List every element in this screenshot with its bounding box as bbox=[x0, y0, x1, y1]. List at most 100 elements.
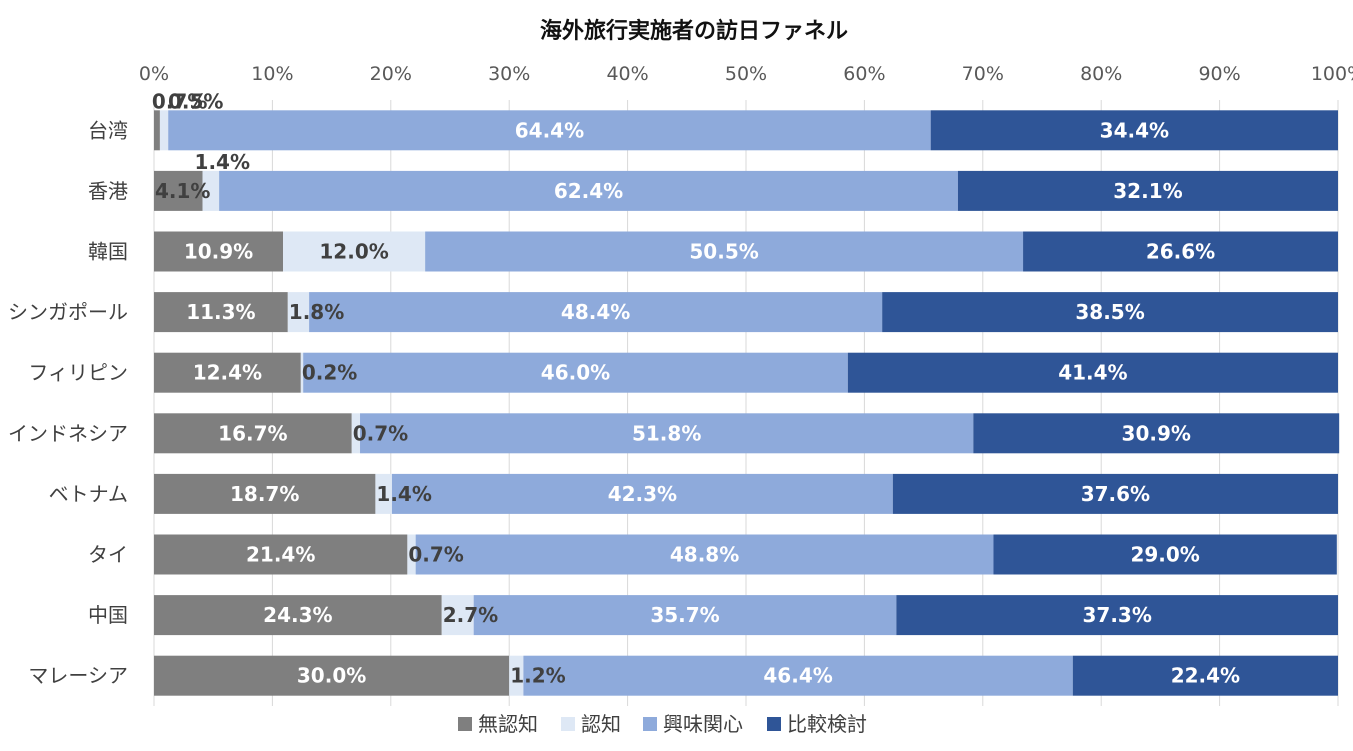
legend-label: 比較検討 bbox=[787, 712, 867, 736]
data-label: 12.0% bbox=[319, 240, 388, 264]
data-label: 0.7% bbox=[152, 89, 207, 113]
bar-segment bbox=[159, 110, 169, 151]
bar-segment bbox=[154, 110, 160, 151]
category-label: 香港 bbox=[88, 179, 128, 203]
bar-segment bbox=[973, 413, 1340, 454]
bar-segment bbox=[523, 655, 1073, 696]
bar-segment bbox=[154, 473, 376, 514]
bar-segment bbox=[154, 352, 301, 393]
bar-segment bbox=[407, 534, 416, 575]
data-label: 30.9% bbox=[1122, 421, 1191, 445]
bar-segment bbox=[351, 413, 361, 454]
x-tick-label: 40% bbox=[606, 63, 648, 85]
category-label: 台湾 bbox=[88, 118, 128, 142]
data-label: 11.3% bbox=[186, 300, 255, 324]
bar-segment bbox=[202, 170, 220, 211]
data-label: 46.4% bbox=[763, 664, 832, 688]
legend: 無認知 認知 興味関心 比較検討 bbox=[458, 712, 867, 736]
bar-segment bbox=[441, 595, 474, 636]
bar-segment bbox=[1023, 231, 1338, 272]
x-tick-label: 100% bbox=[1311, 63, 1353, 85]
bar-segment bbox=[154, 231, 284, 272]
bar-segment bbox=[154, 534, 408, 575]
data-label: 64.4% bbox=[515, 118, 584, 142]
legend-label: 無認知 bbox=[478, 712, 538, 736]
bar-segment bbox=[415, 534, 994, 575]
category-label: インドネシア bbox=[8, 421, 128, 445]
data-label: 50.5% bbox=[689, 240, 758, 264]
data-label: 48.4% bbox=[561, 300, 630, 324]
data-label: 24.3% bbox=[263, 603, 332, 627]
data-label: 1.8% bbox=[289, 300, 344, 324]
bar-segment bbox=[154, 655, 510, 696]
data-label: 0.7% bbox=[353, 421, 408, 445]
bar-segment bbox=[391, 473, 893, 514]
data-label: 35.7% bbox=[650, 603, 719, 627]
x-tick-label: 90% bbox=[1198, 63, 1240, 85]
category-label: タイ bbox=[88, 543, 128, 567]
bar-segment bbox=[154, 413, 352, 454]
data-label: 0.5% bbox=[168, 89, 223, 113]
data-label: 42.3% bbox=[608, 482, 677, 506]
bar-segment bbox=[287, 292, 310, 333]
bar-segment bbox=[360, 413, 974, 454]
bar-segment bbox=[283, 231, 426, 272]
data-label: 30.0% bbox=[297, 664, 366, 688]
x-tick-label: 20% bbox=[370, 63, 412, 85]
bar-segment bbox=[473, 595, 897, 636]
data-label: 1.2% bbox=[510, 664, 565, 688]
legend-swatch bbox=[767, 717, 781, 731]
data-label: 41.4% bbox=[1058, 361, 1127, 385]
legend-label: 興味関心 bbox=[663, 712, 743, 736]
data-label: 18.7% bbox=[230, 482, 299, 506]
bar-segment bbox=[1072, 655, 1338, 696]
bar-segment bbox=[847, 352, 1338, 393]
legend-swatch bbox=[458, 717, 472, 731]
data-label: 12.4% bbox=[193, 361, 262, 385]
bar-segment bbox=[154, 292, 288, 333]
x-tick-label: 80% bbox=[1080, 63, 1122, 85]
x-tick-label: 70% bbox=[962, 63, 1004, 85]
category-label: マレーシア bbox=[28, 664, 128, 688]
category-label: 中国 bbox=[88, 603, 128, 627]
bar-segment bbox=[892, 473, 1338, 514]
bar-segment bbox=[154, 170, 203, 211]
category-label: ベトナム bbox=[49, 482, 128, 506]
data-label: 37.3% bbox=[1082, 603, 1151, 627]
x-tick-label: 0% bbox=[139, 63, 169, 85]
data-label: 51.8% bbox=[632, 421, 701, 445]
legend-swatch bbox=[561, 717, 575, 731]
bar-segment bbox=[993, 534, 1337, 575]
data-label: 37.6% bbox=[1081, 482, 1150, 506]
data-label: 4.1% bbox=[155, 179, 210, 203]
bar-segment bbox=[154, 595, 442, 636]
bar-segment bbox=[957, 170, 1338, 211]
x-tick-label: 10% bbox=[251, 63, 293, 85]
bar-segment bbox=[219, 170, 958, 211]
data-label: 10.9% bbox=[184, 240, 253, 264]
category-label: 韓国 bbox=[88, 240, 128, 264]
category-label: シンガポール bbox=[8, 300, 128, 324]
x-tick-label: 30% bbox=[488, 63, 530, 85]
bar-segment bbox=[930, 110, 1338, 151]
bar-segment bbox=[303, 352, 848, 393]
data-label: 1.4% bbox=[376, 482, 431, 506]
bar-segment bbox=[309, 292, 883, 333]
bar-segment bbox=[425, 231, 1024, 272]
data-label: 48.8% bbox=[670, 543, 739, 567]
chart-title: 海外旅行実施者の訪日ファネル bbox=[540, 18, 848, 44]
x-axis-ticks: 0% 10% 20% 30% 40% 50% 60% 70% 80% 90% 100% bbox=[139, 63, 1353, 85]
data-label: 21.4% bbox=[246, 543, 315, 567]
bar-segment bbox=[168, 110, 931, 151]
data-labels: 0.5%0.7%64.4% 34.4%4.1%1.4%62.4% 32.1%10.9… bbox=[152, 89, 1240, 687]
data-label: 62.4% bbox=[554, 179, 623, 203]
x-tick-label: 60% bbox=[843, 63, 885, 85]
bar-segment bbox=[509, 655, 524, 696]
data-label: 16.7% bbox=[218, 421, 287, 445]
legend-swatch bbox=[643, 717, 657, 731]
bar-segment bbox=[375, 473, 392, 514]
bar-segment bbox=[882, 292, 1338, 333]
